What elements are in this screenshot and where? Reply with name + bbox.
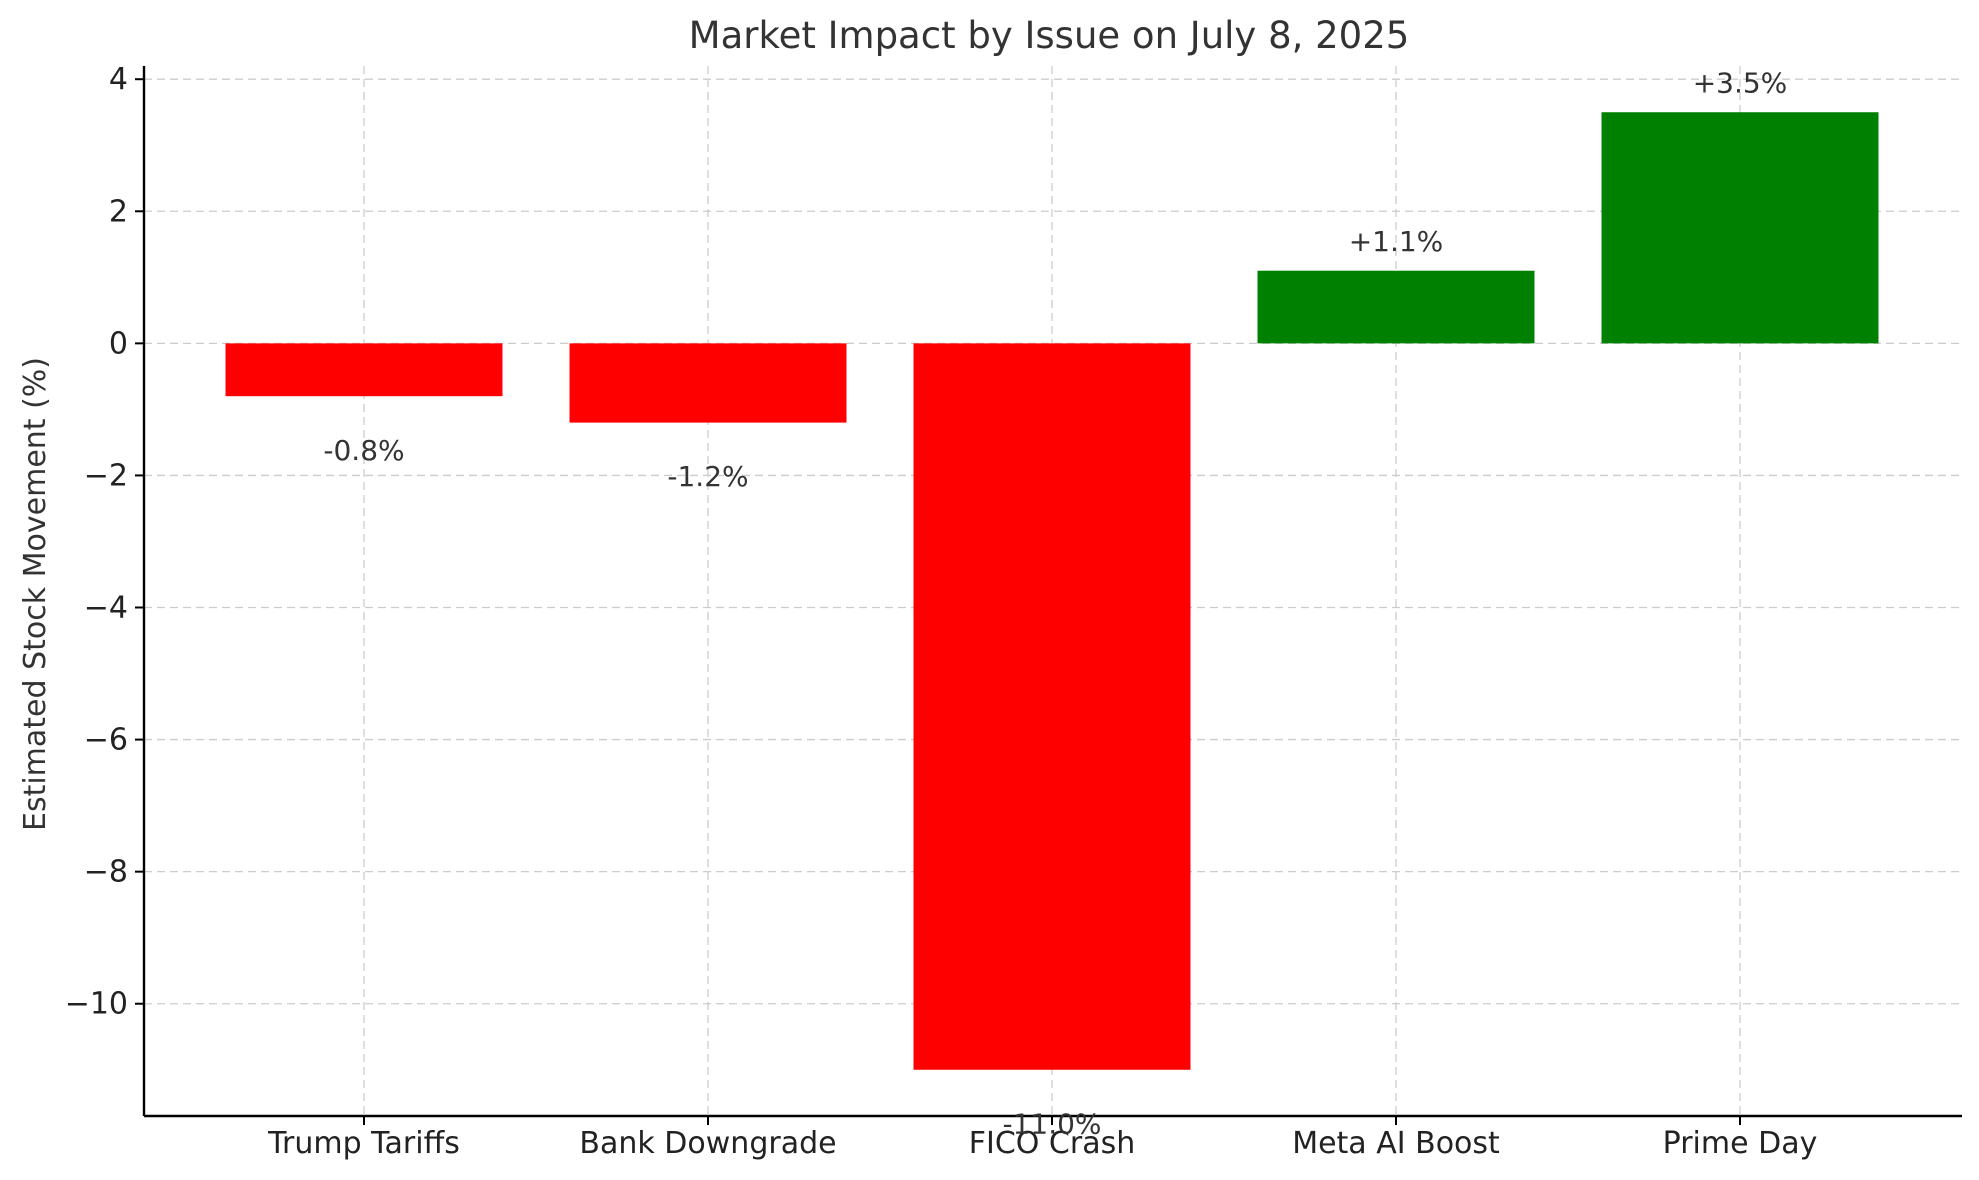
- x-tick-label: Meta AI Boost: [1292, 1126, 1500, 1161]
- bars: [225, 112, 1879, 1070]
- y-ticks: 4 2 0 −2 −4 −6 −8 −10: [65, 62, 144, 1022]
- y-tick-label: 2: [109, 194, 128, 229]
- data-label: -0.8%: [323, 434, 404, 467]
- y-tick-label: 0: [109, 326, 128, 361]
- x-tick-label: Bank Downgrade: [579, 1126, 836, 1161]
- data-label: -1.2%: [667, 460, 748, 493]
- y-tick-label: 4: [109, 62, 128, 97]
- bar-trump-tariffs: [225, 343, 503, 397]
- data-labels: -0.8% -1.2% -11.0% +1.1% +3.5%: [323, 66, 1787, 1140]
- bar-bank-downgrade: [569, 343, 847, 423]
- y-tick-label: −2: [84, 458, 128, 493]
- x-tick-label: FICO Crash: [969, 1126, 1136, 1161]
- y-tick-label: −8: [84, 855, 128, 890]
- chart-title: Market Impact by Issue on July 8, 2025: [689, 14, 1410, 57]
- data-label: -11.0%: [1002, 1107, 1101, 1140]
- y-tick-label: −10: [65, 987, 128, 1022]
- bar-meta-ai-boost: [1257, 270, 1535, 344]
- y-axis-title: Estimated Stock Movement (%): [18, 357, 53, 831]
- y-tick-label: −6: [84, 723, 128, 758]
- data-label: +1.1%: [1349, 225, 1444, 258]
- x-tick-label: Trump Tariffs: [267, 1126, 460, 1161]
- x-ticks: Trump Tariffs Bank Downgrade FICO Crash Met…: [267, 1116, 1817, 1161]
- bar-fico-crash: [913, 343, 1191, 1070]
- y-tick-label: −4: [84, 591, 128, 626]
- x-tick-label: Prime Day: [1663, 1126, 1818, 1161]
- bar-prime-day: [1601, 112, 1879, 344]
- data-label: +3.5%: [1693, 66, 1788, 99]
